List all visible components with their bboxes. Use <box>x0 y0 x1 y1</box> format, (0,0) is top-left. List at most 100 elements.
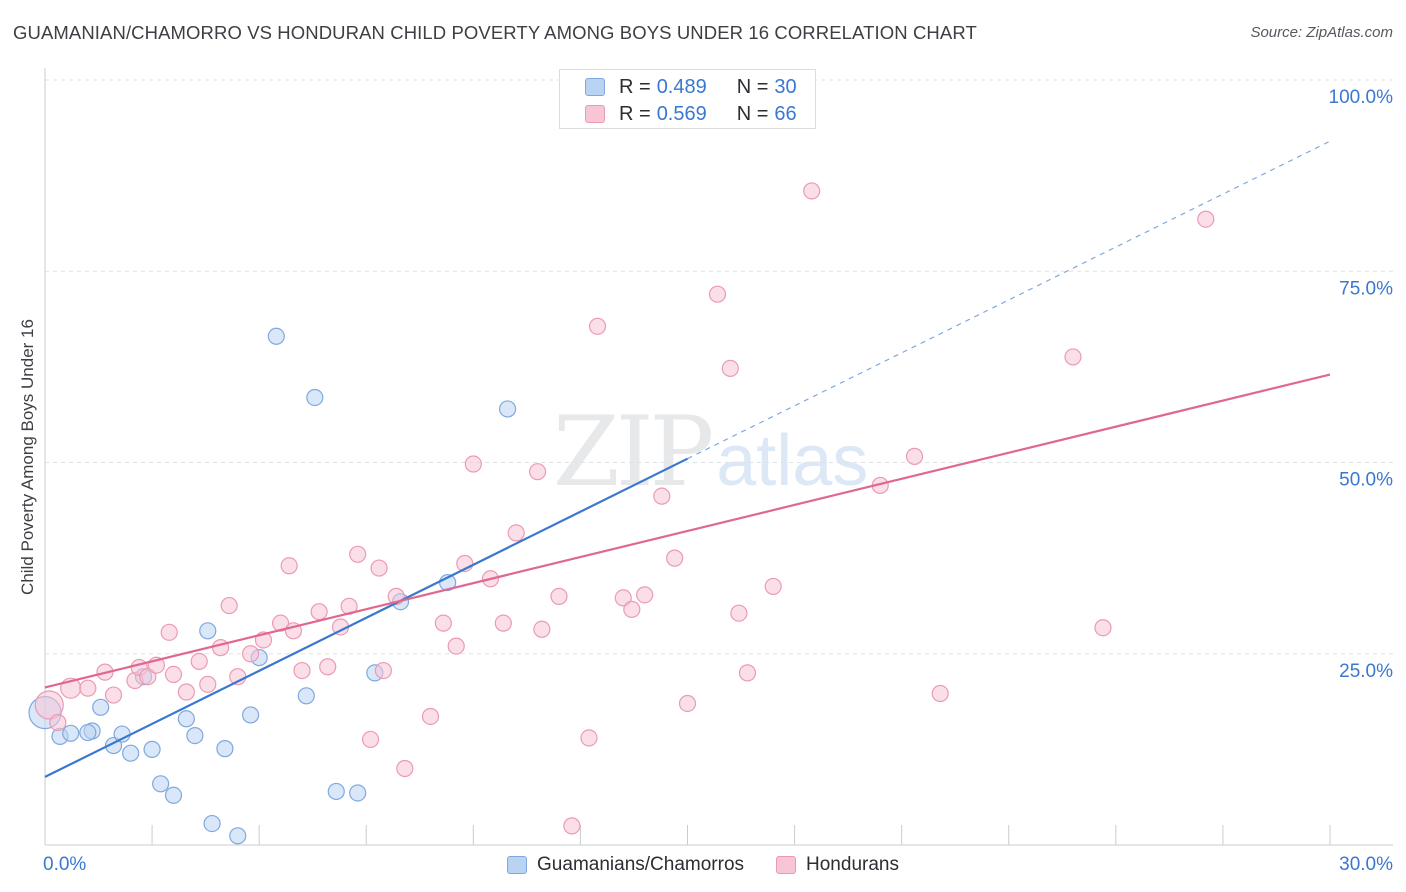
legend-r-label: R = <box>619 75 651 98</box>
point-guamanian <box>186 727 204 745</box>
point-honduran <box>361 730 380 749</box>
point-guamanian <box>199 622 217 640</box>
trendline-guamanian-extension <box>687 140 1331 460</box>
point-guamanian <box>242 706 260 724</box>
trendline-guamanian <box>44 457 688 778</box>
point-honduran <box>721 359 739 378</box>
point-honduran <box>212 639 230 657</box>
point-guamanian <box>499 400 517 418</box>
legend-swatch-blue <box>585 78 605 96</box>
point-honduran <box>396 759 414 778</box>
chart-title: GUAMANIAN/CHAMORRO VS HONDURAN CHILD POV… <box>13 22 977 43</box>
point-honduran <box>931 684 949 703</box>
point-honduran <box>349 545 367 563</box>
point-honduran <box>636 586 654 604</box>
y-tick-label: 100.0% <box>1329 87 1394 108</box>
series-legend: Guamanians/Chamorros Hondurans <box>0 852 1406 878</box>
point-honduran <box>49 713 67 732</box>
point-honduran <box>177 683 195 701</box>
point-guamanian <box>297 687 315 705</box>
point-honduran <box>370 559 388 577</box>
legend-r-label: R = <box>619 102 651 125</box>
trendline-honduran <box>44 373 1331 689</box>
point-guamanian <box>216 740 234 758</box>
point-honduran <box>310 603 328 621</box>
point-honduran <box>104 686 123 704</box>
y-tick-label: 25.0% <box>1339 661 1393 682</box>
point-honduran <box>1197 210 1215 228</box>
point-honduran <box>220 596 238 615</box>
y-tick-label: 50.0% <box>1339 470 1393 491</box>
legend-item-guamanians: Guamanians/Chamorros <box>507 854 744 876</box>
point-guamanian <box>79 723 97 742</box>
point-honduran <box>666 549 684 567</box>
point-honduran <box>494 614 512 632</box>
point-honduran <box>1094 619 1112 637</box>
point-honduran <box>905 447 924 465</box>
point-honduran <box>421 707 440 726</box>
point-honduran <box>1064 348 1082 366</box>
point-honduran <box>614 589 632 607</box>
point-honduran <box>507 524 525 542</box>
legend-r-value: 0.569 <box>656 102 707 125</box>
point-honduran <box>738 664 757 682</box>
point-honduran <box>653 487 671 505</box>
point-honduran <box>34 690 64 720</box>
point-honduran <box>764 577 782 596</box>
point-honduran <box>374 661 392 680</box>
y-tick-label: 75.0% <box>1339 278 1393 299</box>
legend-n-label: N = <box>736 75 769 98</box>
point-guamanian <box>164 786 183 804</box>
point-guamanian <box>229 827 247 845</box>
legend-label-hondurans: Hondurans <box>806 854 899 875</box>
point-guamanian <box>62 724 80 742</box>
point-guamanian <box>177 710 195 728</box>
source-credit: Source: ZipAtlas.com <box>1250 24 1393 41</box>
point-guamanian <box>267 327 285 345</box>
point-honduran <box>730 604 748 622</box>
legend-item-hondurans: Hondurans <box>776 854 899 876</box>
legend-n-value: 66 <box>774 102 797 125</box>
point-honduran <box>678 694 697 713</box>
point-honduran <box>199 675 217 693</box>
correlation-legend: R = 0.489 N = 30 R = 0.569 N = 66 <box>559 69 816 129</box>
point-guamanian <box>92 698 110 716</box>
legend-label-guamanians: Guamanians/Chamorros <box>537 854 745 875</box>
point-honduran <box>242 645 260 663</box>
point-honduran <box>580 729 598 747</box>
legend-swatch-blue <box>507 856 528 874</box>
point-honduran <box>434 614 452 632</box>
point-honduran <box>803 182 821 200</box>
point-honduran <box>164 665 183 684</box>
point-honduran <box>280 557 298 575</box>
point-honduran <box>464 455 482 473</box>
point-honduran <box>293 661 311 680</box>
legend-n-label: N = <box>736 102 769 125</box>
point-honduran <box>708 285 727 303</box>
point-honduran <box>563 817 581 835</box>
legend-swatch-pink <box>585 105 605 123</box>
point-honduran <box>623 600 641 618</box>
legend-swatch-pink <box>776 856 797 874</box>
legend-n-value: 30 <box>774 75 797 98</box>
point-guamanian <box>122 744 140 762</box>
point-honduran <box>319 658 337 676</box>
point-honduran <box>79 679 97 697</box>
point-guamanian <box>349 784 367 802</box>
point-honduran <box>160 623 178 641</box>
point-honduran <box>588 317 607 335</box>
legend-r-value: 0.489 <box>656 75 707 98</box>
point-guamanian <box>203 814 221 833</box>
point-honduran <box>190 652 208 671</box>
point-guamanian <box>306 388 324 407</box>
point-honduran <box>139 668 157 686</box>
point-honduran <box>447 637 465 655</box>
point-honduran <box>528 463 547 481</box>
point-guamanian <box>152 775 170 793</box>
point-honduran <box>550 587 568 605</box>
legend-row-guamanian: R = 0.489 N = 30 <box>585 74 797 100</box>
point-guamanian <box>143 740 161 758</box>
x-tick-label: 0.0% <box>43 854 86 875</box>
point-guamanian <box>327 782 345 801</box>
